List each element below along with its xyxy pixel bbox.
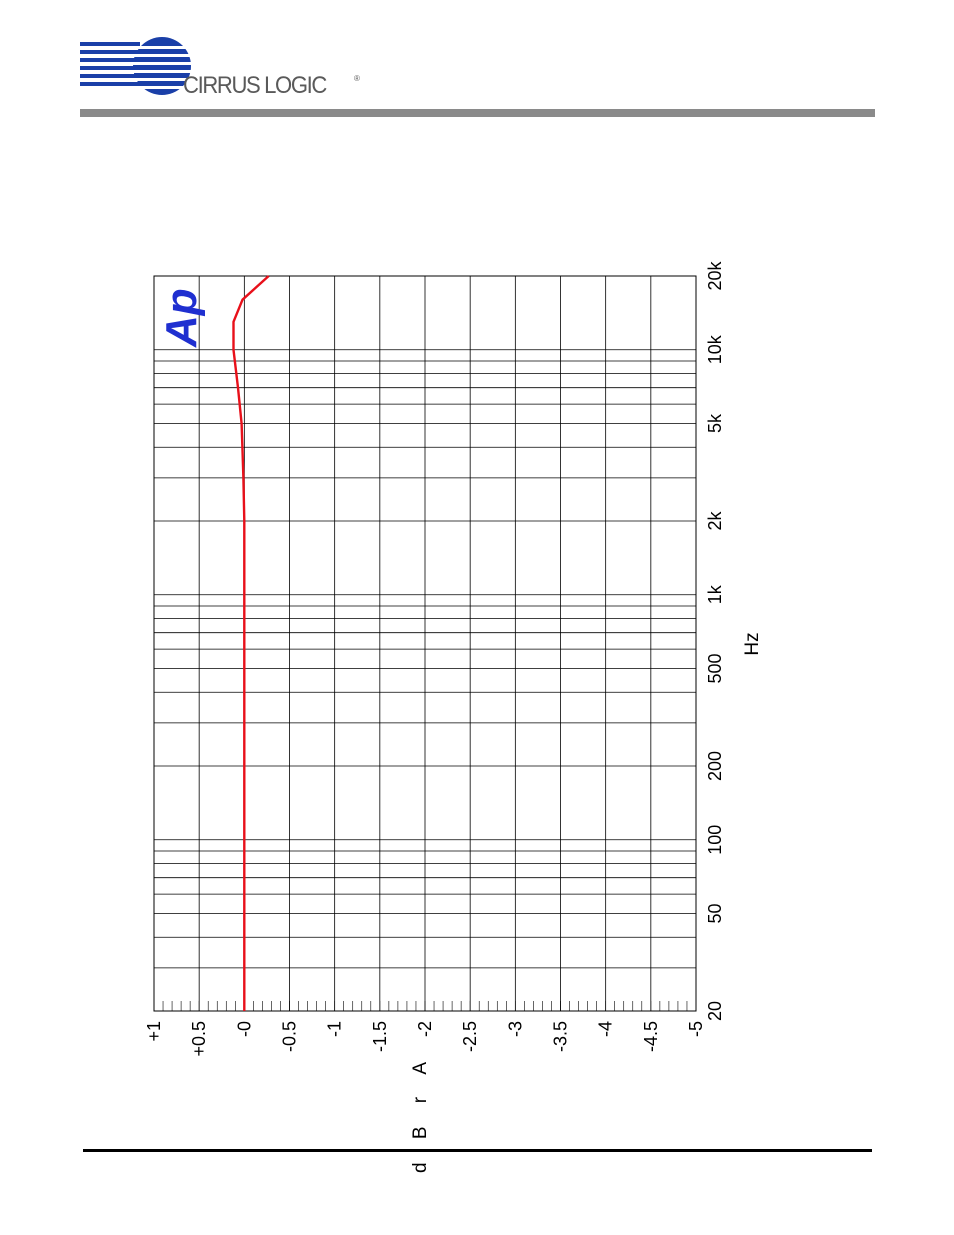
audio-precision-logo-icon: Ap — [157, 288, 206, 348]
series-line — [232, 275, 270, 1011]
y-tick-label: -0 — [234, 1021, 254, 1037]
x-tick-label: 20 — [705, 1001, 725, 1021]
y-tick-label: -3 — [505, 1021, 525, 1037]
x-tick-label: 2k — [705, 510, 725, 530]
header-rule — [80, 109, 875, 117]
y-tick-label: -4.5 — [641, 1021, 661, 1052]
y-tick-label: -1 — [325, 1021, 345, 1037]
y-axis-title: d B r A — [410, 1053, 431, 1173]
y-tick-label: -3.5 — [551, 1021, 571, 1052]
x-axis-title: Hz — [742, 632, 763, 655]
x-tick-label: 10k — [705, 334, 725, 364]
y-tick-label: -5 — [686, 1021, 706, 1037]
y-tick-label: -0.5 — [280, 1021, 300, 1052]
y-tick-label: -2 — [415, 1021, 435, 1037]
x-tick-label: 20k — [705, 260, 725, 290]
brand-name: CIRRUS LOGIC — [183, 72, 327, 99]
x-tick-label: 50 — [705, 903, 725, 923]
x-tick-label: 200 — [705, 751, 725, 781]
footer-rule — [83, 1149, 872, 1152]
x-tick-label: 100 — [705, 825, 725, 855]
y-tick-label: -1.5 — [370, 1021, 390, 1052]
cirrus-logic-globe-icon — [80, 37, 194, 95]
y-tick-label: +1 — [144, 1021, 164, 1042]
x-tick-label: 5k — [705, 413, 725, 433]
y-tick-label: -4 — [596, 1021, 616, 1037]
x-tick-label: 1k — [705, 584, 725, 604]
x-tick-label: 500 — [705, 653, 725, 683]
registered-mark: ® — [354, 74, 360, 83]
y-tick-label: -2.5 — [460, 1021, 480, 1052]
y-tick-label: +0.5 — [189, 1021, 209, 1057]
